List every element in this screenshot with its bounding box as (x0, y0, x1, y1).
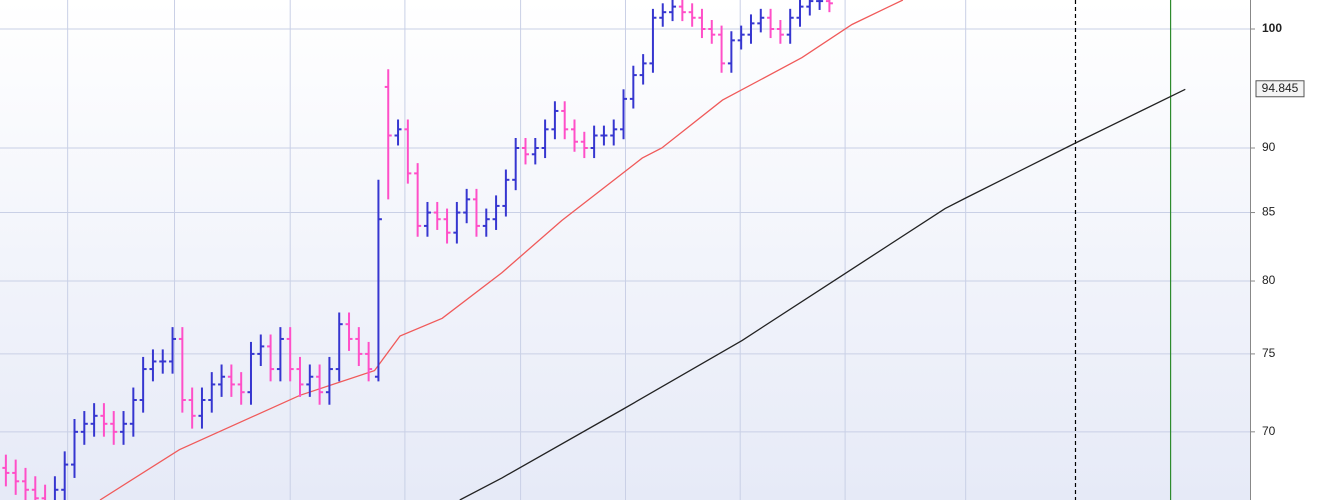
moving-average (459, 88, 1186, 500)
y-tick-label: 80 (1262, 273, 1276, 287)
y-tick-label: 85 (1262, 205, 1276, 219)
y-tick-label: 70 (1262, 424, 1276, 438)
y-tick-label: 90 (1262, 140, 1276, 154)
moving-average (99, 0, 904, 500)
last-value-box (1255, 80, 1305, 98)
y-tick-label: 75 (1262, 346, 1276, 360)
last-value-label: 94.845 (1262, 81, 1299, 95)
y-tick-label: 100 (1262, 21, 1282, 35)
axis-background (1250, 0, 1320, 500)
